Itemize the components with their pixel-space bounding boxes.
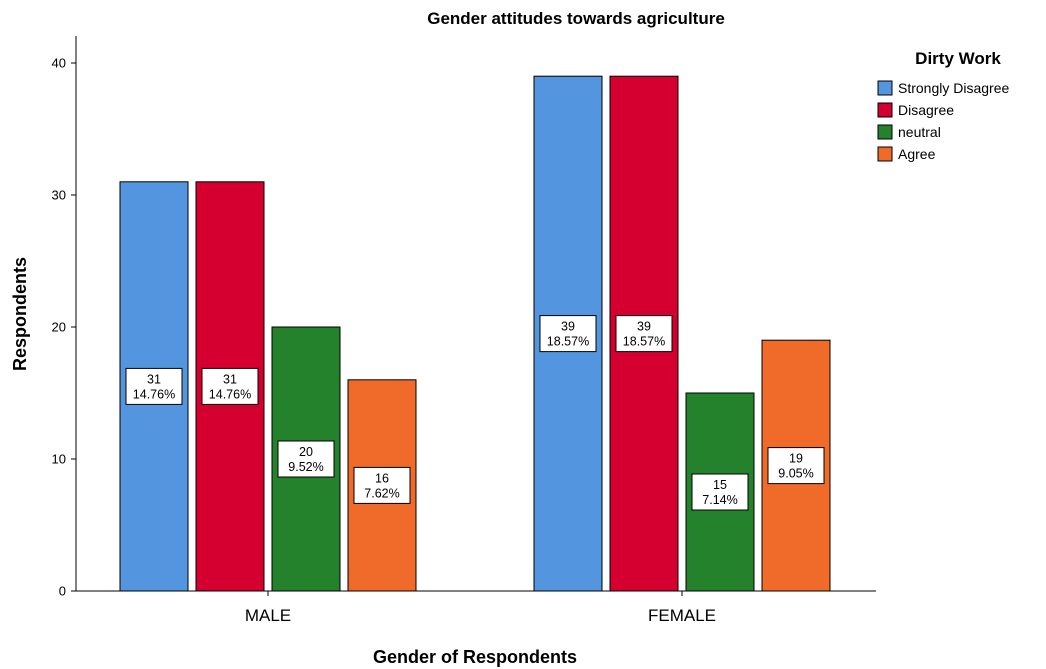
legend-swatch [877,102,893,118]
data-label-count: 39 [637,320,651,334]
y-axis-label: Respondents [10,257,30,371]
data-label-box [539,315,597,353]
data-label-count: 39 [561,320,575,334]
data-label-count: 19 [789,452,803,466]
data-label-count: 20 [299,445,313,459]
y-tick-label: 0 [59,584,66,599]
legend-swatch [877,124,893,140]
x-axis-label: Gender of Respondents [373,647,577,667]
data-label-box [125,367,183,405]
legend-label: Strongly Disagree [898,80,1009,96]
legend-title: Dirty Work [915,49,1001,68]
legend-swatch [877,146,893,162]
y-tick-label: 40 [52,56,66,71]
x-tick-label: FEMALE [648,606,716,625]
data-label-percent: 18.57% [547,335,589,349]
legend-label: Agree [898,146,936,162]
data-label-box [277,440,335,478]
data-label-box [201,367,259,405]
data-label-count: 31 [223,372,237,386]
y-tick-label: 20 [52,320,66,335]
data-label-box [691,473,749,511]
data-label-box [615,315,673,353]
y-tick-label: 10 [52,452,66,467]
x-tick-label: MALE [245,606,291,625]
data-label-percent: 9.52% [288,460,323,474]
data-label-percent: 7.62% [364,486,399,500]
legend: Dirty Work Strongly Disagree Disagree neut… [877,49,1009,162]
chart-title: Gender attitudes towards agriculture [427,9,725,28]
data-label-percent: 18.57% [623,335,665,349]
legend-label: Disagree [898,102,954,118]
legend-label: neutral [898,124,941,140]
y-tick-label: 30 [52,188,66,203]
data-label-count: 31 [147,372,161,386]
plot-area: 0102030403114.76%3114.76%209.52%167.62%M… [52,36,876,625]
data-label-percent: 7.14% [702,493,737,507]
data-label-box [767,447,825,485]
data-label-percent: 14.76% [209,387,251,401]
data-label-count: 16 [375,471,389,485]
data-label-percent: 9.05% [778,467,813,481]
data-label-percent: 14.76% [133,387,175,401]
data-label-count: 15 [713,478,727,492]
data-label-box [353,466,411,504]
legend-swatch [877,80,893,96]
